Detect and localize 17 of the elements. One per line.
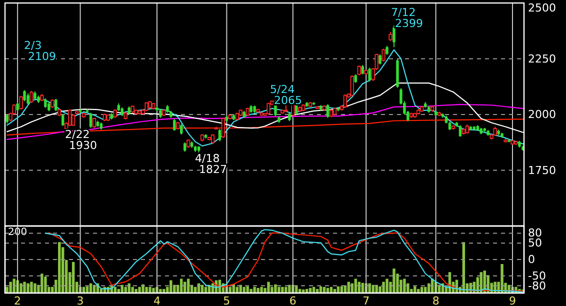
- annotation: 7/12 2399: [391, 6, 423, 30]
- x-tick-label: 9: [509, 294, 516, 306]
- x-tick-label: 6: [289, 294, 296, 306]
- x-tick-label: 2: [14, 294, 22, 306]
- y-tick-label: 0: [528, 253, 535, 266]
- y-tick-label: 2000: [528, 108, 556, 121]
- y-tick-label: 1750: [528, 164, 556, 177]
- x-tick-label: 7: [362, 294, 370, 306]
- annotation: 4/18 1827: [195, 152, 227, 176]
- annotation: 2/3 2109: [24, 38, 56, 62]
- x-tick-label: 3: [76, 294, 84, 306]
- x-tick-label: 5: [223, 294, 230, 306]
- y-tick-label: 2500: [528, 2, 556, 14]
- y-tick-label: 2250: [528, 52, 556, 66]
- x-tick-label: 8: [432, 294, 440, 306]
- x-tick-label: 4: [153, 294, 160, 306]
- y-tick-label: 50: [528, 236, 542, 250]
